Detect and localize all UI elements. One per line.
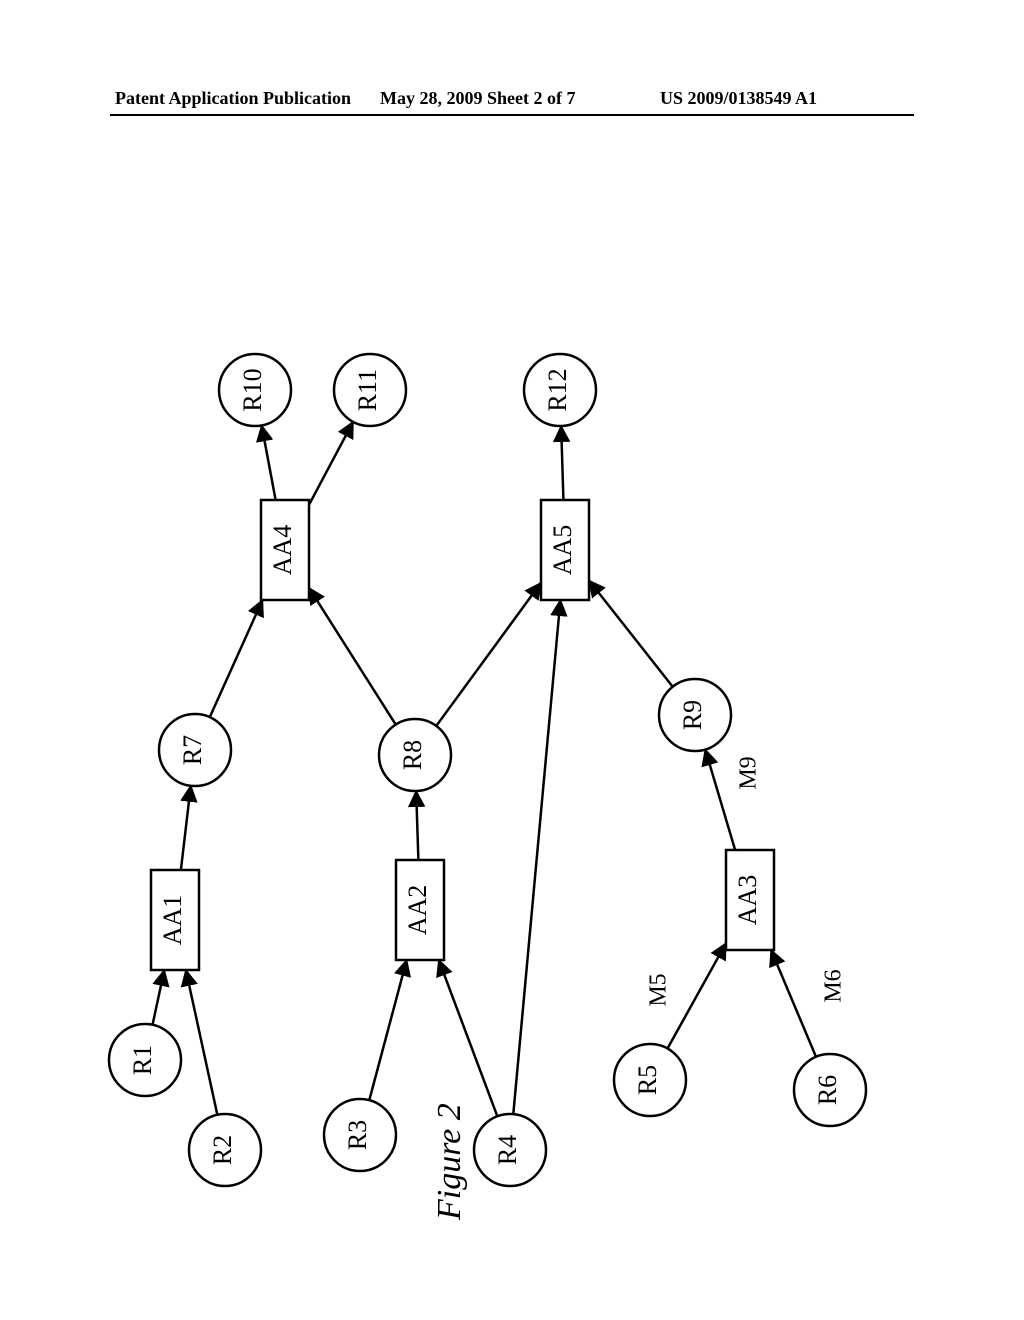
header-left: Patent Application Publication [115,88,351,109]
node-label-AA1: AA1 [158,895,187,946]
edge-label-M5: M5 [646,973,672,1006]
edge-label-M6: M6 [821,969,847,1002]
node-label-AA5: AA5 [548,525,577,576]
network-diagram: M5 M6 M9 R1 R2 R3 R4 R5 R6 R7 R8 R9 R10 R11 R12 AA1 AA2 A… [0,160,1024,1260]
edge-R2-AA1 [186,970,217,1115]
edge-AA3-R9 [705,750,735,850]
node-label-R4: R4 [493,1135,522,1165]
node-label-R8: R8 [398,740,427,770]
edge-AA4-R11 [309,422,353,505]
node-label-AA3: AA3 [733,875,762,926]
edge-R8-AA5 [436,583,541,726]
page-header: Patent Application Publication May 28, 2… [0,88,1024,112]
edge-label-M9: M9 [736,756,762,789]
node-label-R12: R12 [543,368,572,411]
edge-AA1-R7 [181,786,191,870]
page: Patent Application Publication May 28, 2… [0,0,1024,1320]
node-label-R5: R5 [633,1065,662,1095]
node-label-R10: R10 [238,368,267,411]
node-label-R2: R2 [208,1135,237,1165]
header-mid: May 28, 2009 Sheet 2 of 7 [380,88,575,109]
node-label-AA4: AA4 [268,525,297,576]
node-label-R1: R1 [128,1045,157,1075]
header-rule [110,114,914,116]
edge-R7-AA4 [210,600,263,717]
header-right: US 2009/0138549 A1 [660,88,817,109]
edge-R9-AA5 [589,580,673,686]
node-label-R7: R7 [178,735,207,765]
edge-R4-AA5 [513,600,560,1114]
edge-AA4-R10 [262,425,276,500]
node-label-R6: R6 [813,1075,842,1105]
figure-caption: Figure 2 [431,1103,468,1221]
node-label-R3: R3 [343,1120,372,1150]
edge-R4-AA2 [439,960,498,1116]
node-label-AA2: AA2 [403,885,432,936]
edge-R8-AA4 [309,588,396,725]
edge-AA5-R12 [561,426,563,500]
node-label-R9: R9 [678,700,707,730]
edges: M5 M6 M9 [153,422,847,1117]
edge-R5-AA3 [667,943,726,1048]
edge-AA2-R8 [416,791,418,860]
edge-R3-AA2 [369,960,406,1100]
figure-2: M5 M6 M9 R1 R2 R3 R4 R5 R6 R7 R8 R9 R10 R11 R12 AA1 AA2 A… [0,160,1024,1260]
edge-R6-AA3 [771,950,816,1057]
edge-R1-AA1 [153,970,165,1025]
node-label-R11: R11 [353,369,382,411]
